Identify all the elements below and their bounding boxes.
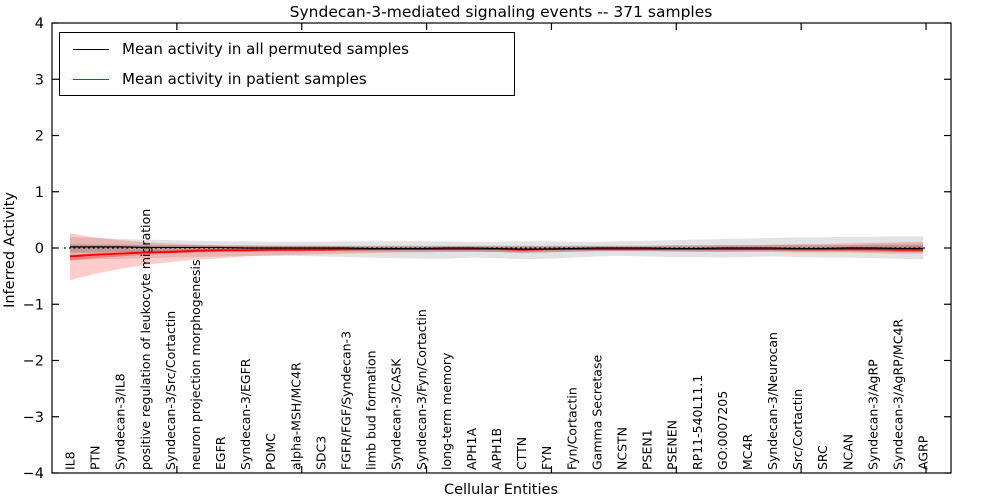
patient-band-outer [70,233,924,281]
y-tick-label: 1 [35,185,44,201]
x-tick-label: MC4R [740,434,755,470]
y-tick-label: −4 [23,466,44,482]
x-tick-label: RP11-540L11.1 [690,375,705,470]
x-tick-label: CTTN [514,437,529,470]
y-axis-label: Inferred Activity [2,192,18,308]
x-tick-label: NCSTN [614,427,629,470]
x-tick-label: APH1B [489,428,504,470]
x-tick-label: Syndecan-3/CASK [389,358,404,470]
x-tick-label: GO:0007205 [715,391,730,470]
x-tick-label: Gamma Secretase [589,355,604,470]
x-tick-label: long-term memory [439,352,454,470]
x-tick-label: IL8 [63,451,78,470]
patient-line-swatch [73,78,109,80]
legend-entry-permuted: Mean activity in all permuted samples [60,35,514,63]
x-tick-label: NCAN [840,434,855,470]
y-tick-label: 3 [35,72,44,88]
x-tick-label: APH1A [464,428,479,470]
x-tick-label: POMC [263,433,278,470]
plot-area: IL8 PTN Syndecan-3/IL8 positive regulation … [23,16,952,482]
x-tick-label: Syndecan-3/IL8 [113,373,128,470]
x-tick-label: alpha-MSH/MC4R [288,362,303,470]
x-tick-label: FYN [539,446,554,470]
x-tick-label: Syndecan-3/EGFR [238,358,253,470]
y-tick-label: 2 [35,129,44,145]
x-tick-label: FGFR/FGF/Syndecan-3 [338,331,353,470]
x-tick-label: positive regulation of leukocyte migrati… [138,209,153,470]
x-tick-label: AGRP [916,435,931,470]
x-tick-label: PTN [88,445,103,470]
x-tick-label: Syndecan-3/Src/Cortactin [163,311,178,470]
x-tick-label: Src/Cortactin [790,389,805,470]
y-tick-label: −1 [23,297,44,313]
legend-label-permuted: Mean activity in all permuted samples [122,40,409,58]
x-tick-label: Fyn/Cortactin [564,387,579,470]
x-tick-label: PSEN1 [640,429,655,470]
y-tick-label: −3 [23,410,44,426]
x-tick-label: Syndecan-3/AgRP/MC4R [890,319,905,470]
x-tick-label: PSENEN [665,420,680,470]
permuted-line-swatch [73,48,109,50]
x-tick-label: neuron projection morphogenesis [188,259,203,470]
x-tick-label: SDC3 [313,436,328,470]
x-tick-label: Syndecan-3/Neurocan [765,332,780,470]
legend-label-patient: Mean activity in patient samples [122,70,367,88]
x-tick-label: SRC [815,445,830,470]
legend-entry-patient: Mean activity in patient samples [60,65,514,93]
x-tick-label: limb bud formation [364,350,379,470]
y-tick-label: 0 [35,241,44,257]
legend: Mean activity in all permuted samples Me… [59,32,515,96]
x-tick-label: Syndecan-3/Fyn/Cortactin [414,309,429,470]
x-tick-label: EGFR [213,436,228,470]
y-tick-label: 4 [35,16,44,32]
x-tick-label: Syndecan-3/AgRP [865,359,880,470]
chart-title: Syndecan-3-mediated signaling events -- … [290,3,713,21]
y-tick-label: −2 [23,354,44,370]
x-axis-label: Cellular Entities [444,482,558,498]
